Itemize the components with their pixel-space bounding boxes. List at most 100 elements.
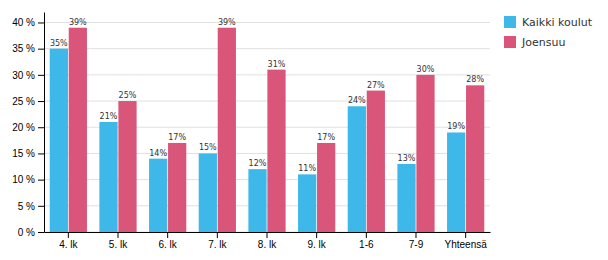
y-tick: 25 % — [12, 96, 44, 107]
y-tick-label: 25 % — [12, 96, 35, 107]
legend-item: Joensuu — [504, 36, 565, 49]
data-label: 11% — [298, 164, 316, 173]
data-label: 31% — [268, 60, 286, 69]
bar — [447, 132, 465, 232]
bar — [367, 91, 385, 232]
bar — [466, 85, 484, 232]
x-tick-mark — [415, 232, 416, 238]
y-axis-line — [44, 13, 45, 233]
x-tick-mark — [167, 232, 168, 238]
y-tick-label: 10 % — [12, 174, 35, 185]
data-label: 39% — [69, 18, 87, 27]
bar — [248, 169, 266, 232]
y-tick-label: 15 % — [12, 148, 35, 159]
y-tick: 10 % — [12, 174, 44, 185]
bar — [50, 49, 68, 232]
legend-item: Kaikki koulut — [504, 16, 593, 29]
x-tick-label: 9. lk — [307, 239, 326, 250]
data-label: 17% — [317, 133, 335, 142]
data-label: 17% — [168, 133, 186, 142]
x-axis: 4. lk 5. lk 6. lk 7. lk 8. lk 9. lk 1-6 7-9 Yhte… — [45, 232, 491, 250]
y-tick-mark — [38, 206, 44, 207]
x-tick-mark — [118, 232, 119, 238]
x-tick-label: 8. lk — [258, 239, 277, 250]
bar — [199, 153, 217, 232]
x-tick: 5. lk — [109, 232, 128, 250]
data-label: 15% — [199, 143, 217, 152]
grid-line — [44, 48, 490, 49]
x-tick: 6. lk — [158, 232, 177, 250]
data-label: 35% — [50, 39, 68, 48]
data-label: 39% — [218, 18, 236, 27]
data-label: 27% — [367, 81, 385, 90]
x-tick-mark — [366, 232, 367, 238]
y-tick: 0 % — [18, 227, 44, 238]
x-tick-mark — [217, 232, 218, 238]
y-tick-mark — [38, 153, 44, 154]
chart: 0 % 5 % 10 % 15 % 20 % 25 % 30 % 35 % 40 % 4. lk 5… — [0, 0, 608, 260]
x-tick-label: 7-9 — [409, 239, 424, 250]
data-label: 30% — [417, 65, 435, 74]
x-tick: 8. lk — [258, 232, 277, 250]
y-tick-mark — [38, 49, 44, 50]
bar — [99, 122, 117, 232]
bar — [69, 28, 87, 232]
x-tick-label: 7. lk — [208, 239, 227, 250]
bar — [348, 106, 366, 232]
y-tick-label: 5 % — [18, 201, 35, 212]
bar — [118, 101, 136, 232]
y-tick: 40 % — [12, 17, 44, 28]
x-tick: 7-9 — [409, 232, 424, 250]
data-labels: 35% 21% 14% 15% 12% 11% 24% 13% 19% 39% 25% 17% 39% 3… — [50, 18, 484, 174]
y-tick-mark — [38, 22, 44, 23]
x-tick: Yhteensä — [445, 232, 488, 250]
y-tick-label: 20 % — [12, 122, 35, 133]
x-tick-mark — [68, 232, 69, 238]
y-tick: 30 % — [12, 70, 44, 81]
y-tick-mark — [38, 232, 44, 233]
y-tick-mark — [38, 101, 44, 102]
data-label: 21% — [100, 112, 118, 121]
bar — [397, 164, 415, 232]
x-tick-label: 4. lk — [59, 239, 78, 250]
plot: 0 % 5 % 10 % 15 % 20 % 25 % 30 % 35 % 40 % 4. lk 5… — [12, 13, 490, 251]
grid-line — [44, 22, 490, 23]
x-tick-label: 6. lk — [158, 239, 177, 250]
data-label: 14% — [149, 149, 167, 158]
y-tick-mark — [38, 180, 44, 181]
x-tick: 1-6 — [359, 232, 374, 250]
x-tick: 7. lk — [208, 232, 227, 250]
bar — [317, 143, 335, 232]
data-label: 13% — [398, 154, 416, 163]
data-label: 25% — [119, 91, 137, 100]
x-tick-label: 5. lk — [109, 239, 128, 250]
legend-swatch — [504, 16, 516, 28]
bar — [218, 28, 236, 232]
data-label: 28% — [466, 75, 484, 84]
data-label: 19% — [447, 122, 465, 131]
y-tick-mark — [38, 75, 44, 76]
y-tick: 35 % — [12, 43, 44, 54]
bar — [267, 70, 285, 232]
y-axis: 0 % 5 % 10 % 15 % 20 % 25 % 30 % 35 % 40 % — [12, 13, 44, 238]
bar — [298, 174, 316, 232]
y-tick-mark — [38, 127, 44, 128]
x-tick: 4. lk — [59, 232, 78, 250]
bars — [50, 28, 485, 232]
y-tick-label: 30 % — [12, 70, 35, 81]
grid — [44, 22, 490, 232]
data-label: 24% — [348, 96, 366, 105]
x-tick-label: 1-6 — [359, 239, 374, 250]
legend-label: Kaikki koulut — [522, 16, 593, 29]
x-tick-mark — [465, 232, 466, 238]
y-tick: 20 % — [12, 122, 44, 133]
x-tick-label: Yhteensä — [445, 239, 488, 250]
x-tick-mark — [316, 232, 317, 238]
x-tick: 9. lk — [307, 232, 326, 250]
bar — [149, 159, 167, 232]
legend: Kaikki koulut Joensuu — [504, 16, 593, 49]
y-tick: 5 % — [18, 201, 44, 212]
bar — [168, 143, 186, 232]
data-label: 12% — [249, 159, 267, 168]
legend-swatch — [504, 36, 516, 48]
